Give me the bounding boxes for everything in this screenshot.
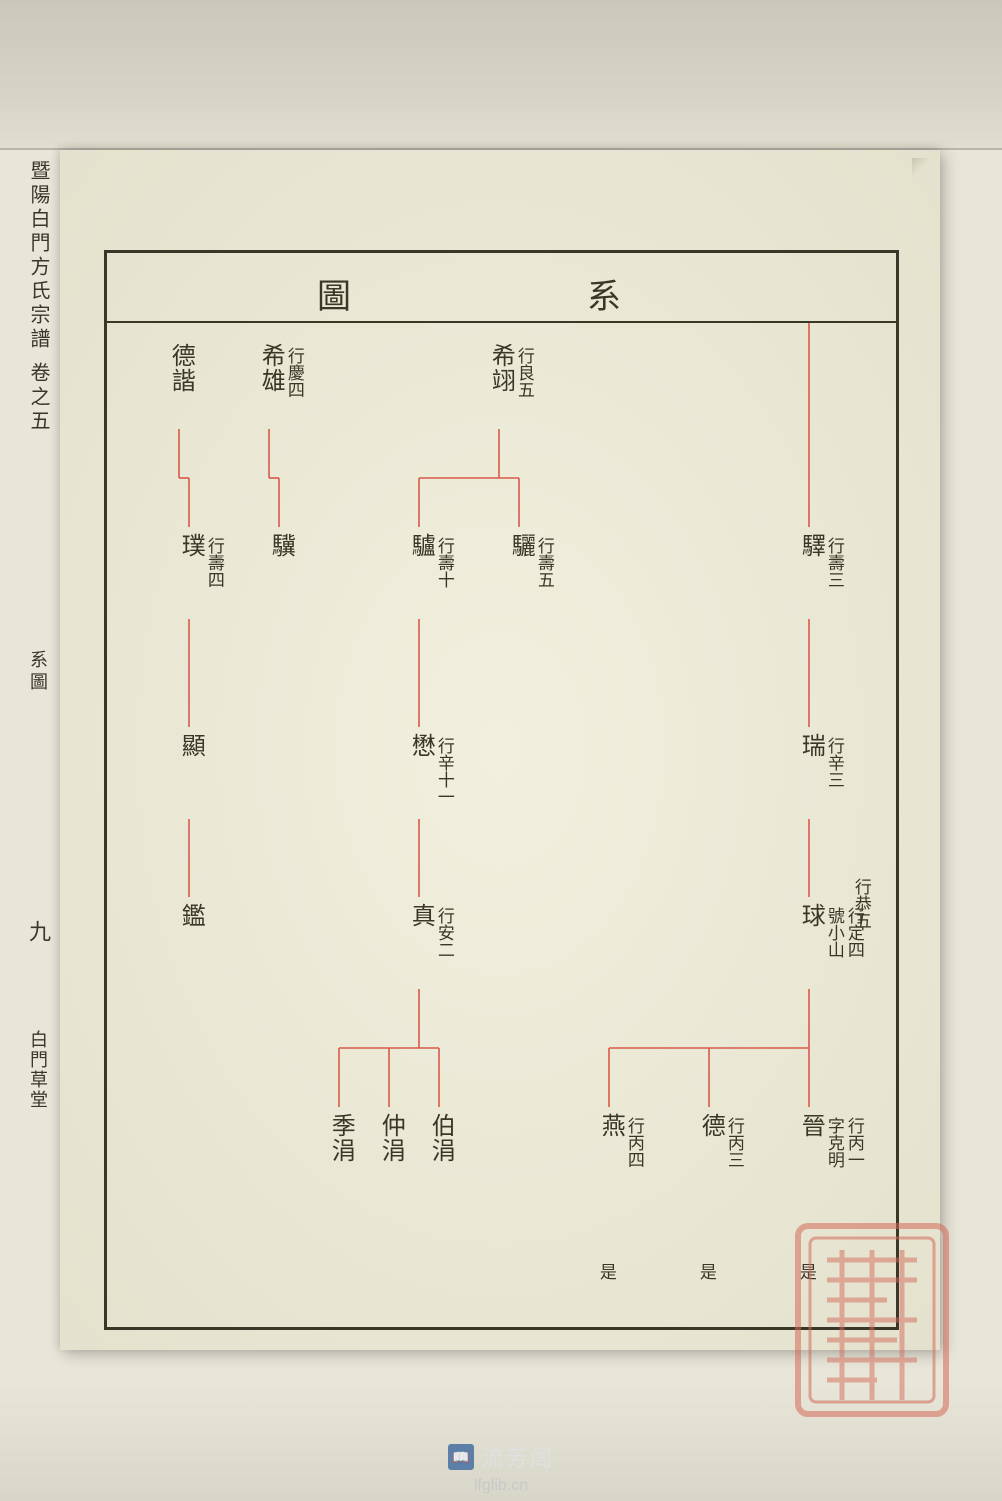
tree-node-note: 行良五 [515, 347, 533, 398]
tree-node-note: 行壽五 [535, 537, 553, 588]
book-spine: 暨陽白門方氏宗譜 卷之五 系圖 九 白門草堂 [16, 150, 60, 1350]
tree-node: 驪 [507, 533, 532, 558]
tree-node-note: 行壽三 [825, 537, 843, 588]
tree-node: 球 [797, 903, 822, 928]
top-backing-strip [0, 0, 1002, 150]
tree-node: 鑑 [177, 903, 202, 928]
tree-node-note: 行壽十 [435, 537, 453, 588]
tree-node-note: 行慶四 [285, 347, 303, 398]
tree-node: 璞 [177, 533, 202, 558]
tree-node: 懋 [407, 733, 432, 758]
footer-brand-name: 流芳阁 [482, 1441, 554, 1473]
spine-title-2: 卷之五 [28, 362, 48, 434]
tree-node: 德 [697, 1113, 722, 1138]
tree-node: 驢 [407, 533, 432, 558]
tree-node-foot: 是 [697, 1263, 715, 1280]
spine-page-number: 九 [22, 920, 54, 942]
tree-extra-note: 行恭五 [852, 878, 870, 929]
page-frame: 圖 系 希翊行良五 希雄行慶四 德諧驛行壽三 驪行壽五 驢行壽十 驥 璞行壽四瑞行辛三 懋行辛… [104, 250, 899, 1330]
tree-node: 晉 [797, 1113, 822, 1138]
tree-node: 希翊 [487, 343, 512, 393]
tree-node-note: 字克明 [825, 1117, 843, 1168]
tree-node: 驛 [797, 533, 822, 558]
tree-connectors [107, 323, 896, 1327]
tree-node-foot: 是 [597, 1263, 615, 1280]
tree-node-note: 號小山 [825, 907, 843, 958]
header-char-left: 圖 [317, 269, 351, 318]
tree-node: 季涓 [327, 1113, 352, 1163]
footer-url: lfglib.cn [474, 1477, 528, 1495]
tree-node: 瑞 [797, 733, 822, 758]
footer-brand: 📖 流芳阁 [448, 1441, 554, 1473]
tree-node-note: 行丙四 [625, 1117, 643, 1168]
tree-node: 顯 [177, 733, 202, 758]
tree-node-note: 行壽四 [205, 537, 223, 588]
tree-node: 伯涓 [427, 1113, 452, 1163]
manuscript-page: 暨陽白門方氏宗譜 卷之五 系圖 九 白門草堂 圖 系 希翊行良五希雄行慶四德諧驛… [60, 150, 940, 1350]
header-band: 圖 系 [107, 253, 896, 323]
tree-node: 希雄 [257, 343, 282, 393]
spine-title-1: 暨陽白門方氏宗譜 [28, 160, 48, 352]
tree-node-note: 行辛十一 [435, 737, 453, 805]
header-char-right: 系 [587, 269, 621, 318]
spine-section: 系圖 [25, 650, 51, 694]
tree-node-note2: 行丙一 [845, 1117, 863, 1168]
tree-node: 燕 [597, 1113, 622, 1138]
tree-node: 仲涓 [377, 1113, 402, 1163]
spine-hall-name: 白門草堂 [25, 1030, 51, 1110]
tree-content: 希翊行良五 希雄行慶四 德諧驛行壽三 驪行壽五 驢行壽十 驥 璞行壽四瑞行辛三 懋行辛十一 顯球… [107, 323, 896, 1327]
tree-node: 真 [407, 903, 432, 928]
library-seal [792, 1220, 952, 1420]
tree-node-note: 行辛三 [825, 737, 843, 788]
tree-node: 德諧 [167, 343, 192, 393]
book-icon: 📖 [448, 1444, 474, 1470]
tree-node-note: 行安二 [435, 907, 453, 958]
tree-node: 驥 [267, 533, 292, 558]
tree-node-note: 行丙三 [725, 1117, 743, 1168]
